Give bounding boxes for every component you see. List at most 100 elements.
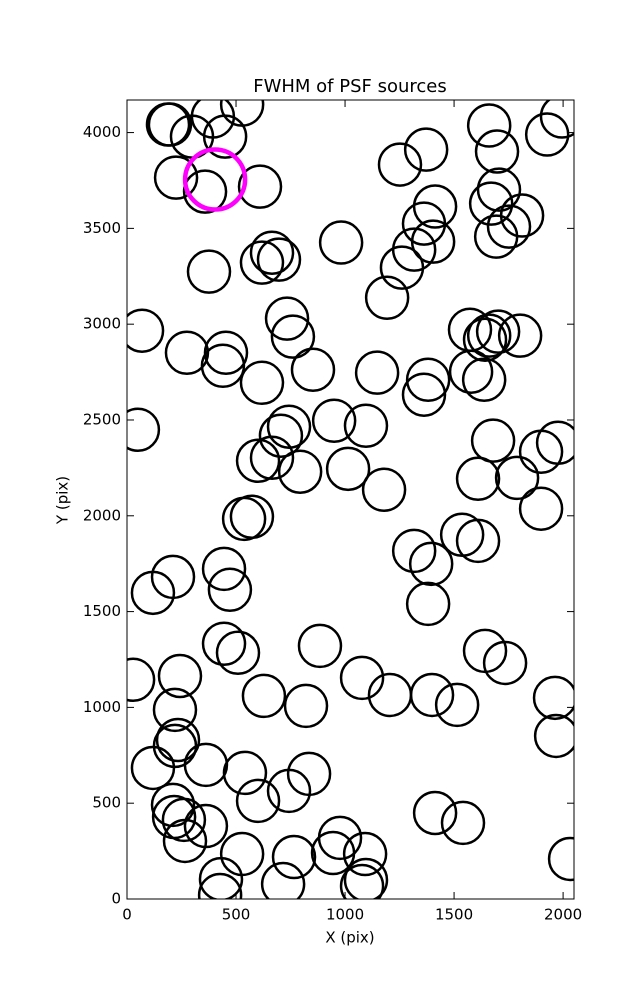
source-marker [377, 142, 423, 187]
source-marker [127, 308, 165, 353]
y-tick-label: 1500 [83, 602, 121, 620]
source-marker [524, 112, 570, 157]
source-marker [474, 129, 520, 174]
source-marker [237, 164, 283, 209]
chart-title: FWHM of PSF sources [253, 76, 447, 97]
source-marker [219, 100, 265, 127]
source-marker [290, 347, 336, 393]
source-marker [476, 167, 522, 212]
x-tick-label: 1500 [435, 906, 473, 924]
source-marker [475, 309, 521, 354]
plot-area [127, 100, 574, 899]
source-marker [186, 249, 232, 294]
source-marker [201, 546, 247, 592]
source-marker [462, 317, 508, 362]
source-marker [130, 745, 176, 791]
source-marker [405, 581, 451, 627]
source-marker [297, 623, 343, 669]
source-marker [461, 357, 507, 402]
source-marker [470, 418, 516, 463]
source-marker [207, 567, 253, 612]
source-marker [532, 675, 574, 721]
source-marker [229, 494, 275, 539]
source-marker [408, 541, 454, 587]
x-tick-label: 0 [122, 906, 132, 924]
source-marker [256, 237, 302, 282]
source-marker [162, 818, 208, 864]
source-marker [310, 830, 356, 876]
source-marker [239, 240, 285, 285]
source-marker [157, 653, 203, 699]
source-marker [201, 621, 247, 667]
source-marker [130, 570, 176, 616]
source-marker [533, 713, 574, 759]
source-marker [283, 683, 329, 729]
source-marker [401, 372, 447, 417]
x-tick-label: 1000 [326, 906, 364, 924]
source-marker [215, 630, 261, 676]
y-tick-label: 0 [111, 890, 121, 908]
source-marker [535, 420, 574, 466]
source-marker [258, 413, 304, 458]
source-marker [222, 750, 268, 796]
source-marker [183, 742, 229, 788]
source-marker [147, 102, 193, 147]
source-marker [339, 655, 385, 701]
source-marker [391, 528, 437, 574]
source-marker [127, 407, 161, 452]
x-tick-label: 500 [222, 906, 251, 924]
source-marker [127, 657, 156, 703]
source-marker [182, 169, 228, 214]
axes-frame [126, 99, 575, 900]
source-marker [455, 518, 501, 564]
source-marker [277, 449, 323, 494]
source-marker [271, 834, 317, 880]
source-marker [466, 103, 512, 148]
source-marker [318, 220, 364, 265]
source-marker [161, 797, 207, 843]
y-tick-label: 2500 [83, 410, 121, 428]
x-axis-label: X (pix) [325, 929, 374, 947]
y-tick-label: 3000 [83, 315, 121, 333]
source-marker [486, 204, 532, 249]
source-marker [239, 360, 285, 406]
source-marker [361, 467, 407, 512]
source-marker [482, 640, 528, 686]
source-marker [539, 100, 574, 139]
y-tick-label: 1000 [83, 698, 121, 716]
source-marker [152, 687, 198, 733]
source-marker [260, 861, 306, 899]
source-marker [364, 275, 410, 320]
y-tick-label: 500 [92, 794, 121, 812]
source-marker [343, 403, 389, 448]
source-marker [405, 357, 451, 402]
source-marker [434, 682, 480, 728]
source-marker [410, 219, 456, 264]
source-marker [497, 313, 543, 358]
source-marker [266, 768, 312, 814]
source-marker [197, 872, 243, 899]
source-marker [466, 313, 512, 358]
source-marker [440, 800, 486, 846]
x-tick-label: 2000 [544, 906, 582, 924]
y-axis-label: Y (pix) [54, 476, 72, 525]
source-marker [518, 486, 564, 531]
source-marker [241, 673, 287, 719]
source-marker [150, 782, 196, 828]
source-marker [403, 127, 449, 172]
source-marker [342, 831, 388, 877]
source-marker [235, 778, 281, 824]
source-marker [455, 456, 501, 502]
source-marker [547, 836, 574, 882]
y-tick-label: 2000 [83, 506, 121, 524]
y-tick-label: 4000 [83, 123, 121, 141]
source-marker [339, 863, 385, 899]
source-marker [494, 455, 540, 501]
source-marker [153, 155, 199, 200]
source-marker [412, 184, 458, 229]
source-marker [354, 350, 400, 395]
source-marker [155, 717, 201, 763]
source-marker [198, 856, 244, 899]
source-marker [182, 147, 248, 212]
